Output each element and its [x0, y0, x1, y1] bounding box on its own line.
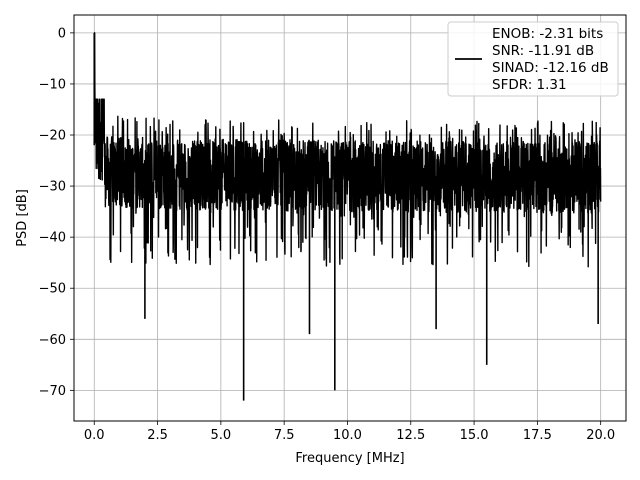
y-tick-label: −70: [39, 384, 66, 399]
y-tick-label: 0: [58, 26, 66, 41]
plot-frame: [73, 14, 627, 422]
x-tick-label: 15.0: [460, 428, 489, 443]
x-axis-ticks: 0.0 2.5 5.0 7.5 10.0 12.5 15.0 17.5 20.0: [84, 421, 615, 443]
psd-trace: [93, 32, 602, 268]
legend-snr: SNR: -11.91 dB: [492, 43, 594, 59]
y-tick-label: −20: [39, 129, 66, 144]
y-axis-label: PSD [dB]: [15, 189, 30, 247]
y-tick-label: −50: [39, 282, 66, 297]
x-tick-label: 20.0: [586, 428, 615, 443]
x-axis-label: Frequency [MHz]: [295, 451, 404, 466]
x-tick-label: 5.0: [211, 428, 232, 443]
legend-enob: ENOB: -2.31 bits: [492, 26, 603, 42]
y-tick-label: −30: [39, 180, 66, 195]
y-tick-label: −10: [39, 77, 66, 92]
y-tick-label: −60: [39, 333, 66, 348]
x-tick-label: 12.5: [396, 428, 425, 443]
legend-sfdr: SFDR: 1.31: [492, 77, 567, 93]
y-tick-label: −40: [39, 231, 66, 246]
x-tick-label: 2.5: [147, 428, 168, 443]
x-tick-label: 10.0: [333, 428, 362, 443]
legend-sinad: SINAD: -12.16 dB: [492, 60, 609, 76]
legend: ENOB: -2.31 bits SNR: -11.91 dB SINAD: -…: [447, 21, 619, 97]
psd-series: [93, 32, 602, 401]
x-tick-label: 0.0: [84, 428, 105, 443]
x-tick-label: 7.5: [274, 428, 295, 443]
y-axis-ticks: 0 −10 −20 −30 −40 −50 −60 −70: [39, 26, 74, 399]
legend-box: [447, 21, 619, 97]
x-tick-label: 17.5: [523, 428, 552, 443]
